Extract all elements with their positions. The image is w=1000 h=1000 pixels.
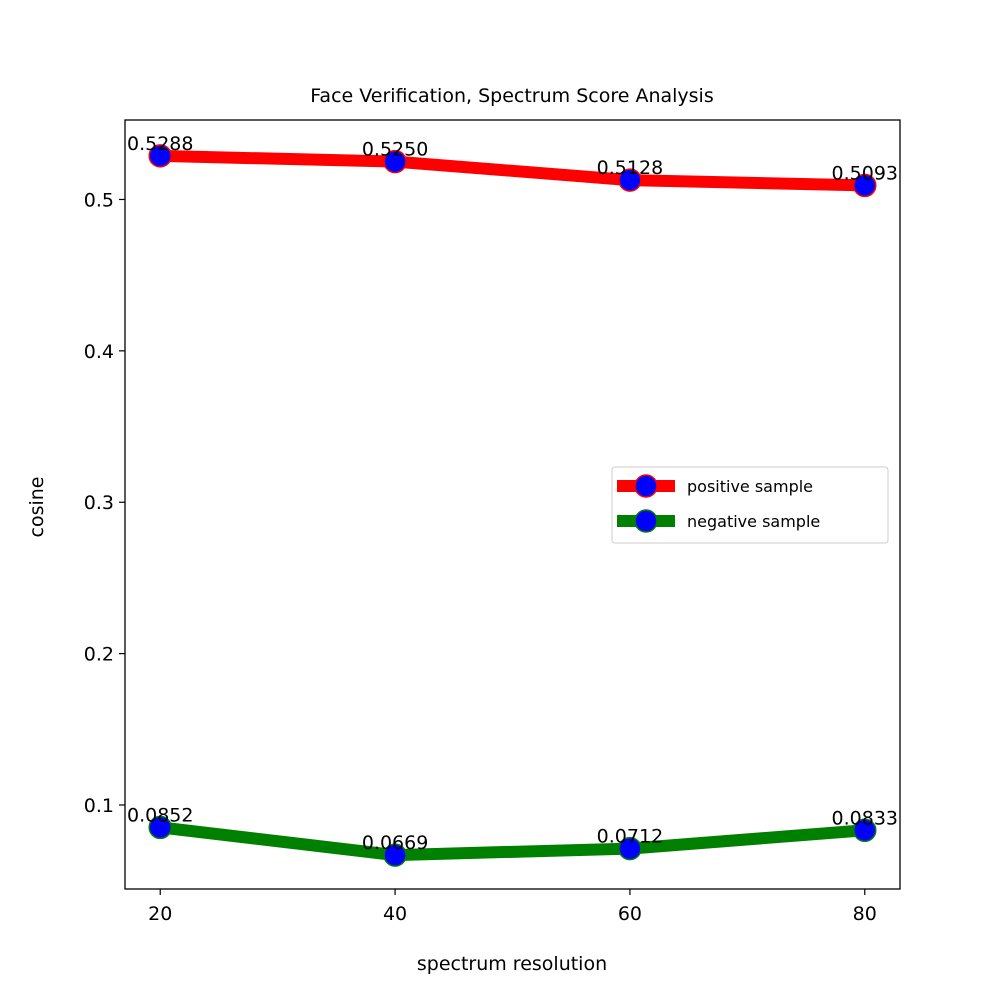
data-point-label: 0.0669 — [362, 832, 428, 854]
y-tick-label: 0.4 — [84, 341, 114, 363]
y-tick-label: 0.1 — [84, 795, 114, 817]
series-markers — [148, 144, 877, 867]
y-tick-label: 0.5 — [84, 189, 114, 211]
data-point-label: 0.0852 — [127, 804, 193, 826]
legend-marker — [634, 509, 658, 533]
data-point-marker — [618, 168, 642, 192]
x-tick-label: 60 — [618, 903, 642, 925]
series-line-negative — [159, 821, 866, 862]
legend-box — [611, 466, 889, 544]
data-point-marker — [618, 836, 642, 861]
series-lines — [159, 149, 866, 862]
legend-label: negative sample — [687, 512, 820, 531]
data-point-marker — [853, 818, 877, 843]
y-axis-label: cosine — [26, 477, 48, 538]
data-point-marker — [853, 173, 877, 198]
legend: positive sample negative sample — [611, 466, 889, 544]
data-point-label: 0.0833 — [832, 807, 898, 829]
chart-title: Face Verification, Spectrum Score Analys… — [310, 85, 713, 107]
x-tick-label: 80 — [853, 903, 877, 925]
data-point-label: 0.5288 — [127, 133, 193, 155]
legend-label: positive sample — [687, 477, 813, 496]
data-point-label: 0.0712 — [597, 826, 663, 848]
data-point-marker — [148, 815, 172, 840]
data-point-label: 0.5250 — [362, 139, 428, 161]
x-axis-label: spectrum resolution — [417, 953, 607, 975]
axes-ticks: 20 40 60 80 0.1 0.2 0.3 0.4 0.5 — [84, 189, 877, 925]
x-tick-label: 20 — [148, 903, 172, 925]
data-point-marker — [383, 149, 407, 174]
data-point-label: 0.5128 — [597, 157, 663, 179]
legend-marker — [634, 474, 658, 498]
data-point-marker — [148, 144, 172, 168]
data-point-label: 0.5093 — [832, 162, 898, 184]
data-point-marker — [383, 843, 407, 867]
y-tick-label: 0.2 — [84, 644, 114, 666]
data-labels: 0.5288 0.5250 0.5128 0.5093 0.0852 0.0669 0.07… — [127, 133, 898, 854]
y-tick-label: 0.3 — [84, 492, 114, 514]
series-line-positive — [160, 149, 865, 192]
x-tick-label: 40 — [383, 903, 407, 925]
plot-frame — [124, 119, 901, 890]
